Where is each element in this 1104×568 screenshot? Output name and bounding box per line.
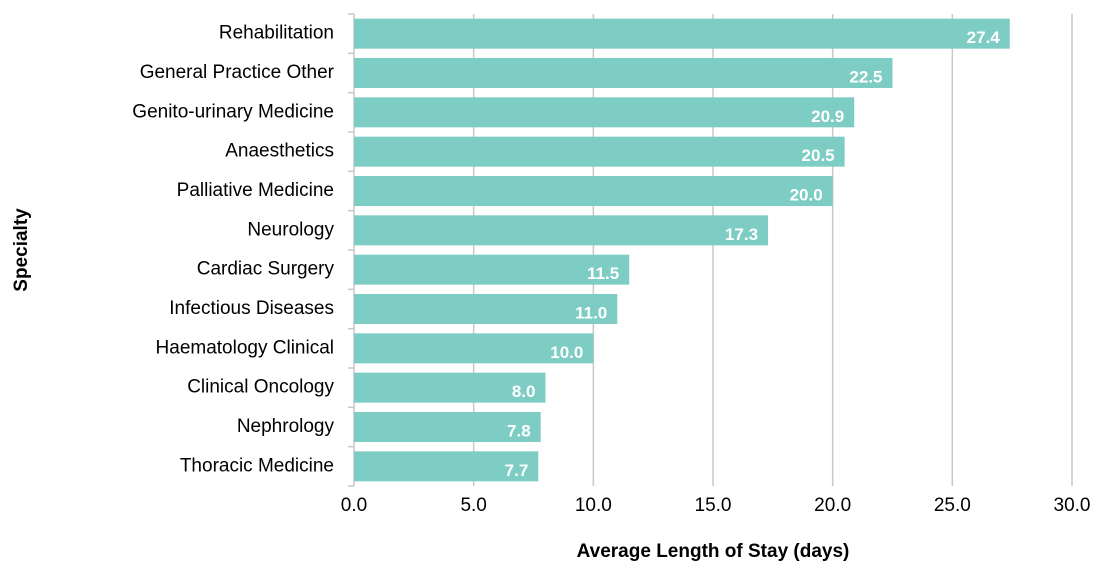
y-tick-label: Cardiac Surgery (197, 259, 335, 280)
value-label: 27.4 (967, 28, 1001, 47)
y-tick-label: Haematology Clinical (156, 337, 334, 358)
y-tick-label: Thoracic Medicine (180, 455, 334, 476)
bar (354, 18, 1010, 49)
bar (354, 58, 893, 88)
y-tick-label: Neurology (247, 219, 334, 240)
x-tick-label: 25.0 (934, 495, 971, 516)
bar (354, 176, 833, 206)
value-label: 20.9 (811, 107, 844, 126)
bar (354, 333, 594, 364)
y-tick-label: Genito-urinary Medicine (132, 101, 334, 122)
bar (354, 254, 630, 285)
x-axis-label: Average Length of Stay (days) (577, 541, 850, 562)
x-tick-label: 0.0 (341, 495, 367, 516)
bar (354, 97, 855, 128)
y-tick-label: Rehabilitation (219, 23, 334, 44)
value-label: 10.0 (550, 343, 583, 362)
y-tick-label: Nephrology (237, 416, 335, 437)
value-label: 7.7 (505, 461, 529, 480)
bar (354, 294, 618, 324)
value-label: 17.3 (725, 225, 758, 244)
value-label: 8.0 (512, 382, 536, 401)
value-label: 11.5 (587, 264, 619, 283)
y-axis-label: Specialty (11, 208, 32, 292)
value-label: 7.8 (507, 421, 531, 440)
y-tick-label: Infectious Diseases (169, 298, 334, 319)
bar (354, 451, 539, 482)
bar (354, 215, 769, 246)
y-tick-label: Palliative Medicine (177, 180, 334, 201)
value-label: 11.0 (575, 303, 607, 322)
x-tick-label: 30.0 (1054, 495, 1091, 516)
y-tick-label: Clinical Oncology (187, 377, 334, 398)
x-tick-label: 20.0 (814, 495, 851, 516)
x-tick-label: 5.0 (460, 495, 486, 516)
bar (354, 412, 541, 442)
y-tick-label: Anaesthetics (225, 141, 334, 162)
bar (354, 372, 546, 403)
y-tick-label: General Practice Other (140, 62, 335, 83)
x-tick-label: 10.0 (575, 495, 612, 516)
value-label: 20.0 (790, 185, 823, 204)
value-label: 22.5 (849, 67, 882, 86)
value-label: 20.5 (802, 146, 835, 165)
x-tick-label: 15.0 (695, 495, 732, 516)
bar (354, 136, 845, 167)
